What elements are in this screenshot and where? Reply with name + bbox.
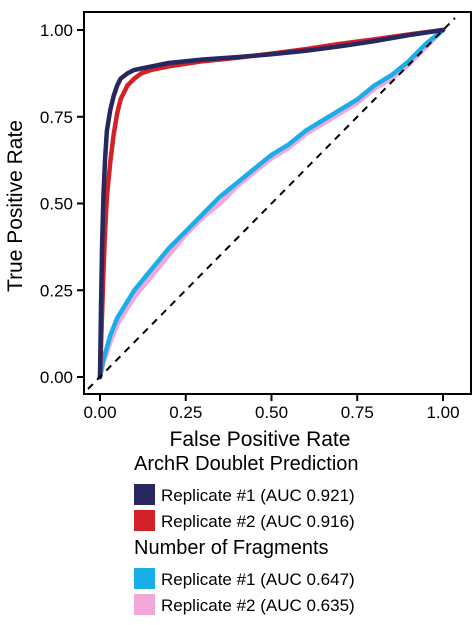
x-axis-title: False Positive Rate [170,428,351,451]
legend-swatch [134,484,155,505]
legend-entry-label: Replicate #1 (AUC 0.647) [161,570,355,589]
plot-layer [87,17,456,390]
series-line [97,27,446,380]
series-line [97,27,446,380]
x-tick-label: 0.50 [255,403,288,422]
legend-swatch [134,594,155,615]
legend-entry-label: Replicate #2 (AUC 0.916) [161,512,355,531]
y-tick-label: 0.75 [40,108,73,127]
x-tick-label: 0.25 [169,403,202,422]
y-tick-label: 1.00 [40,21,73,40]
legend-group-title: Number of Fragments [134,537,329,559]
y-tick-label: 0.25 [40,281,73,300]
x-tick-label: 0.75 [341,403,374,422]
series-line [97,27,446,380]
reference-diagonal-line [87,17,456,390]
legend-swatch [134,510,155,531]
y-axis-title: True Positive Rate [4,120,27,292]
y-tick-label: 0.50 [40,195,73,214]
y-tick-label: 0.00 [40,368,73,387]
legend-swatch [134,568,155,589]
x-tick-label: 1.00 [426,403,459,422]
legend-group-title: ArchR Doublet Prediction [134,453,359,475]
legend-entry-label: Replicate #2 (AUC 0.635) [161,596,355,615]
axis-layer: 0.00 0.25 0.50 0.75 1.00 0.00 0.25 0.50 0.75 1.00 [40,11,472,422]
legend-entry-label: Replicate #1 (AUC 0.921) [161,486,355,505]
x-tick-label: 0.00 [83,403,116,422]
legend: ArchR Doublet Prediction Replicate #1 (AU… [134,453,359,615]
